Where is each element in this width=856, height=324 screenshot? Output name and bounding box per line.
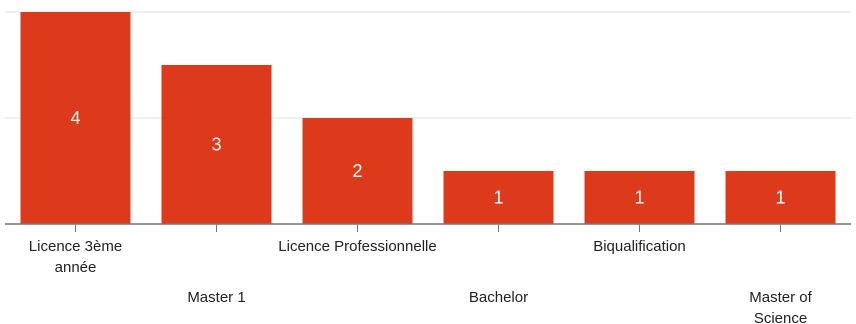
bar-5 xyxy=(725,171,836,224)
bars xyxy=(20,12,836,224)
bar-4 xyxy=(584,171,695,224)
bar-value-label-0: 4 xyxy=(70,108,80,128)
x-tick-label-0: Licence 3ème année xyxy=(29,238,122,276)
x-tick-labels: Licence 3ème année Master 1 Licence Profess… xyxy=(29,238,813,324)
gridlines xyxy=(5,11,851,119)
bar-value-label-5: 1 xyxy=(775,188,785,208)
x-tick-label-3: Bachelor xyxy=(469,289,528,306)
bar-3 xyxy=(443,171,554,224)
bar-1 xyxy=(161,65,272,224)
bar-value-labels: 4 3 2 1 1 1 xyxy=(70,108,785,208)
bar-2 xyxy=(302,118,413,224)
bar-value-label-1: 3 xyxy=(211,135,221,155)
x-tick-label-4: Biqualification xyxy=(593,238,686,255)
bar-0 xyxy=(20,12,131,224)
x-tick-label-2: Licence Professionnelle xyxy=(278,238,436,255)
bar-value-label-2: 2 xyxy=(352,161,362,181)
bar-value-label-3: 1 xyxy=(493,188,503,208)
bar-value-label-4: 1 xyxy=(634,188,644,208)
x-tick-label-5: Master of Science xyxy=(749,289,812,324)
x-tick-label-1: Master 1 xyxy=(187,289,245,306)
x-ticks xyxy=(75,224,781,232)
